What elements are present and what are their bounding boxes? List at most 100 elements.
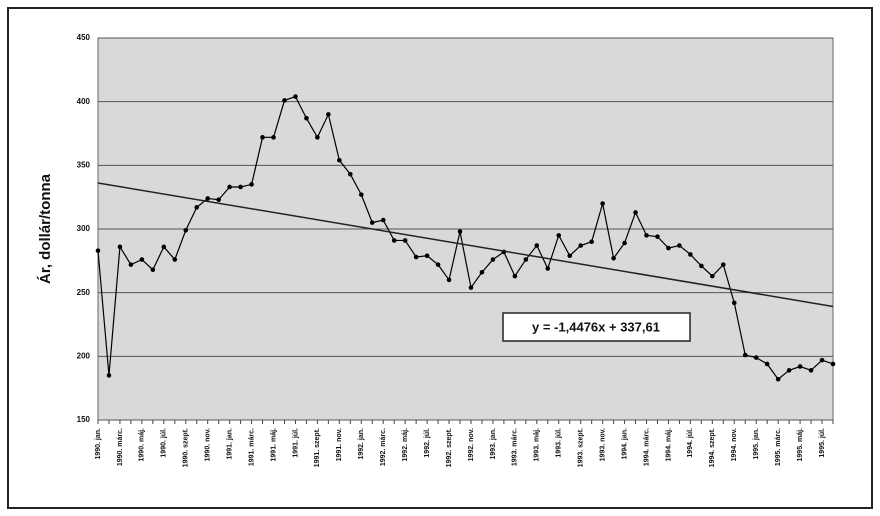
data-point (490, 257, 496, 262)
x-tick-label: 1990. máj. (139, 428, 146, 462)
data-point (786, 368, 792, 373)
data-point (479, 269, 485, 275)
x-tick-label: 1991. jan. (226, 428, 233, 460)
x-tick-label: 1992. júl. (424, 428, 431, 458)
data-point (797, 364, 803, 369)
data-point (117, 244, 123, 250)
y-tick-label: 200 (77, 351, 91, 360)
x-tick-label: 1991. szept. (314, 428, 321, 467)
data-point (764, 361, 770, 367)
x-tick-label: 1995. máj. (797, 428, 804, 462)
data-point (446, 277, 452, 283)
data-point (95, 248, 101, 253)
x-tick-label: 1990. márc. (117, 428, 124, 466)
x-tick-label: 1993. júl. (556, 428, 563, 458)
data-point (666, 245, 671, 251)
data-point (358, 192, 364, 197)
data-point (216, 197, 221, 203)
x-tick-label: 1992. márc. (380, 428, 387, 466)
data-point (391, 238, 397, 243)
data-point (457, 229, 463, 234)
y-tick-label: 400 (77, 97, 91, 106)
x-tick-label: 1990. szept. (183, 428, 190, 467)
data-point (523, 257, 529, 262)
data-point (194, 205, 200, 210)
data-point (556, 233, 562, 238)
y-tick-label: 250 (77, 288, 91, 297)
data-point (731, 300, 737, 306)
data-point (326, 112, 331, 117)
data-point (622, 240, 627, 246)
data-point (402, 238, 408, 243)
data-point (435, 262, 441, 267)
data-point (315, 135, 320, 140)
x-tick-label: 1994. jan. (621, 428, 628, 460)
x-tick-label: 1993. nov. (599, 428, 606, 461)
x-tick-label: 1993. jan. (490, 428, 497, 460)
data-point (150, 267, 156, 273)
x-tick-label: 1994. máj. (665, 428, 672, 462)
x-tick-label: 1993. máj. (534, 428, 541, 462)
data-point (677, 243, 682, 248)
data-point (753, 355, 759, 360)
data-point (699, 263, 704, 269)
data-point (249, 182, 254, 187)
data-point (348, 171, 353, 177)
data-point (611, 255, 616, 261)
x-tick-label: 1992. máj. (402, 428, 409, 462)
data-point (545, 266, 551, 271)
data-point (567, 253, 573, 259)
data-point (205, 196, 211, 201)
data-point (260, 135, 265, 140)
data-point (830, 361, 836, 367)
x-tick-label: 1992. jan. (358, 428, 365, 460)
data-point (534, 243, 540, 248)
data-point (304, 115, 309, 121)
x-tick-label: 1993. szept. (578, 428, 585, 467)
trendline-label: y = -1,4476x + 337,61 (532, 319, 660, 334)
x-tick-label: 1992. szept. (446, 428, 453, 467)
x-tick-label: 1992. nov. (468, 428, 475, 461)
data-point (161, 244, 167, 250)
x-tick-label: 1990. jan. (95, 428, 102, 460)
data-point (172, 257, 178, 262)
data-point (589, 239, 594, 245)
data-point (775, 376, 781, 382)
data-point (413, 254, 419, 260)
data-point (424, 253, 430, 259)
data-point (128, 262, 134, 267)
y-axis-label: Ár, dollár/tonna (37, 173, 54, 284)
x-tick-label: 1994. nov. (731, 428, 738, 461)
x-tick-label: 1990. nov. (205, 428, 212, 461)
data-point (720, 262, 726, 267)
data-point (238, 184, 243, 190)
x-tick-label: 1991. nov. (336, 428, 343, 461)
data-point (710, 273, 715, 279)
data-point (337, 157, 342, 163)
data-point (369, 220, 375, 225)
x-tick-label: 1994. szept. (709, 428, 716, 467)
data-point (655, 234, 660, 239)
data-point (380, 217, 386, 223)
x-tick-label: 1990. júl. (161, 428, 168, 458)
data-point (512, 273, 518, 279)
data-point (600, 201, 605, 206)
data-point (468, 285, 474, 290)
data-point (227, 184, 232, 190)
data-point (819, 357, 825, 363)
x-tick-label: 1991. júl. (292, 428, 299, 458)
y-tick-label: 300 (77, 224, 91, 233)
x-tick-label: 1994. júl. (687, 428, 694, 458)
data-point (293, 94, 298, 99)
data-point (633, 210, 638, 215)
data-point (282, 98, 287, 103)
data-point (183, 227, 189, 233)
data-point (644, 233, 649, 238)
x-tick-label: 1995. jan. (753, 428, 760, 460)
x-tick-label: 1993. márc. (512, 428, 519, 466)
x-tick-label: 1995. márc. (775, 428, 782, 466)
trendline-label-box (502, 312, 691, 342)
data-point (139, 257, 145, 262)
